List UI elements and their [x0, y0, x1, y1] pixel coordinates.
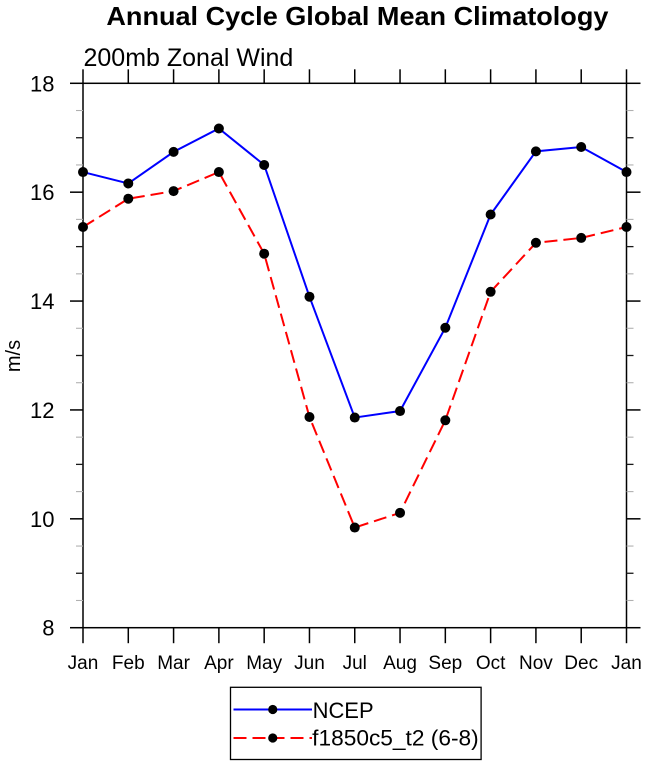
svg-text:Nov: Nov [519, 653, 553, 674]
svg-text:Aug: Aug [383, 653, 417, 674]
svg-text:Jun: Jun [294, 653, 325, 674]
svg-text:Jul: Jul [343, 653, 367, 674]
svg-text:14: 14 [30, 289, 54, 314]
svg-text:m/s: m/s [3, 340, 25, 372]
svg-text:18: 18 [30, 71, 54, 96]
svg-text:200mb Zonal Wind: 200mb Zonal Wind [84, 44, 294, 72]
svg-text:12: 12 [30, 398, 54, 423]
svg-text:Oct: Oct [476, 653, 506, 674]
svg-text:Annual Cycle Global Mean Clima: Annual Cycle Global Mean Climatology [106, 1, 609, 31]
svg-text:Feb: Feb [112, 653, 145, 674]
svg-text:Dec: Dec [564, 653, 598, 674]
svg-text:Jan: Jan [68, 653, 99, 674]
svg-text:Sep: Sep [428, 653, 462, 674]
svg-text:May: May [246, 653, 282, 674]
svg-text:f1850c5_t2 (6-8): f1850c5_t2 (6-8) [312, 726, 479, 751]
svg-text:NCEP: NCEP [313, 698, 374, 723]
svg-text:16: 16 [30, 180, 54, 205]
svg-text:10: 10 [30, 507, 54, 532]
svg-text:8: 8 [42, 616, 54, 641]
svg-text:Apr: Apr [204, 653, 234, 674]
svg-text:Jan: Jan [611, 653, 642, 674]
svg-text:Mar: Mar [157, 653, 190, 674]
